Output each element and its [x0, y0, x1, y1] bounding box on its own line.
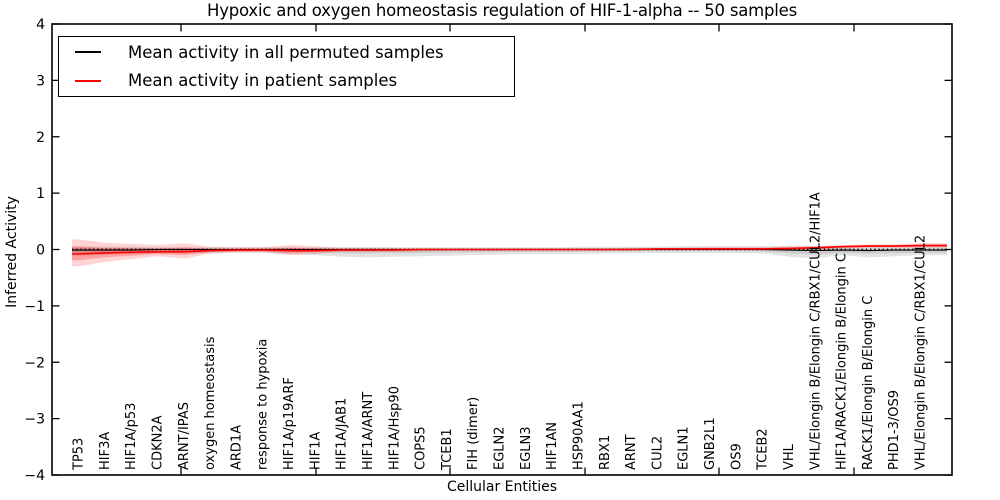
- x-tick-label: ARD1A: [229, 425, 244, 470]
- patient-mean-line: [72, 244, 947, 255]
- y-tick-label: 1: [36, 186, 45, 202]
- x-tick-label: EGLN2: [493, 426, 508, 470]
- x-tick-label: HIF3A: [98, 432, 113, 470]
- x-tick-label: HIF1A/p53: [124, 403, 139, 470]
- x-tick-label: VHL: [782, 443, 797, 470]
- y-tick-label: 3: [36, 73, 45, 89]
- x-tick-label: ARNT/IPAS: [177, 402, 192, 470]
- x-tick-label: HIF1A/JAB1: [335, 398, 350, 470]
- x-tick-label: CUL2: [650, 436, 665, 470]
- y-tick-label: 4: [36, 17, 45, 33]
- x-tick-label: HIF1A/RACK1/Elongin B/Elongin C: [835, 253, 850, 470]
- y-tick-label: 0: [36, 243, 45, 259]
- y-tick-label: 2: [36, 130, 45, 146]
- x-tick-label: HIF1AN: [545, 422, 560, 470]
- y-tick-label: −1: [24, 299, 45, 315]
- x-tick-label: HIF1A/ARNT: [361, 392, 376, 470]
- x-tick-label: oxygen homeostasis: [203, 336, 218, 470]
- x-tick-label: VHL/Elongin B/Elongin C/RBX1/CUL2: [914, 235, 929, 470]
- x-tick-label: GNB2L1: [703, 417, 718, 470]
- legend-item-patient: Mean activity in patient samples: [59, 68, 514, 94]
- x-tick-label: response to hypoxia: [256, 339, 271, 470]
- y-ticks: −4 −3 −2 −1 0 1 2 3 4: [24, 17, 952, 484]
- x-tick-label: TCEB2: [756, 428, 771, 471]
- x-axis-label: Cellular Entities: [446, 479, 558, 495]
- x-tick-label: RBX1: [598, 435, 613, 470]
- legend-line-swatch-red: [75, 79, 101, 82]
- x-tick-label: HIF1A: [308, 432, 323, 470]
- x-ticks: [180, 24, 855, 475]
- x-tick-label: CDKN2A: [150, 415, 165, 470]
- legend-line-swatch-black: [75, 51, 101, 54]
- legend-label: Mean activity in all permuted samples: [128, 42, 444, 62]
- x-tick-label: HIF1A/p19ARF: [282, 377, 297, 470]
- x-tick-label: EGLN3: [519, 426, 534, 470]
- x-tick-labels: TP53 HIF3A HIF1A/p53 CDKN2A ARNT/IPAS oxygen …: [72, 192, 929, 471]
- x-tick-label: RACK1/Elongin B/Elongin C: [861, 296, 876, 470]
- y-tick-label: −3: [24, 412, 45, 428]
- x-tick-label: TP53: [72, 438, 87, 471]
- x-tick-label: HIF1A/Hsp90: [387, 386, 402, 470]
- y-tick-label: −2: [24, 355, 45, 371]
- legend-item-permuted: Mean activity in all permuted samples: [59, 39, 514, 65]
- legend-label: Mean activity in patient samples: [128, 71, 398, 91]
- x-tick-label: PHD1-3/OS9: [887, 390, 902, 470]
- x-tick-label: ARNT: [624, 434, 639, 470]
- chart-title: Hypoxic and oxygen homeostasis regulatio…: [206, 1, 798, 20]
- x-tick-label: VHL/Elongin B/Elongin C/RBX1/CUL2/HIF1A: [808, 192, 823, 470]
- x-tick-label: FIH (dimer): [466, 397, 481, 470]
- x-tick-label: TCEB1: [440, 428, 455, 471]
- x-tick-label: COPS5: [414, 426, 429, 470]
- x-tick-label: OS9: [729, 443, 744, 470]
- x-tick-label: EGLN1: [677, 426, 692, 470]
- x-tick-label: HSP90AA1: [571, 401, 586, 470]
- legend: Mean activity in all permuted samples Me…: [58, 36, 515, 97]
- y-tick-label: −4: [24, 468, 45, 484]
